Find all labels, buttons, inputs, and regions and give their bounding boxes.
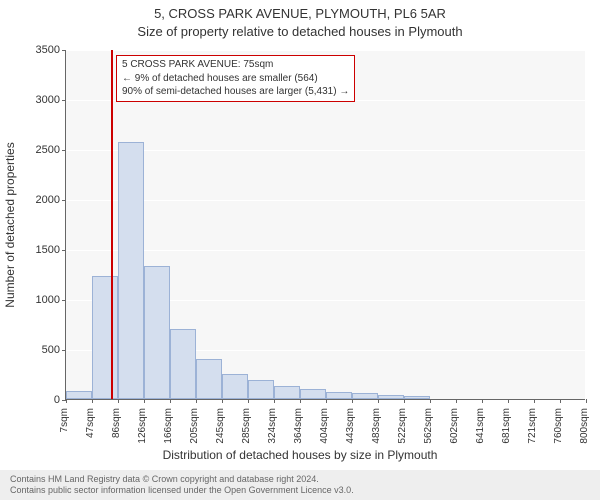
histogram-bar [248,380,274,399]
histogram-bar [378,395,404,399]
ytick-label: 1000 [10,294,60,306]
x-axis-label: Distribution of detached houses by size … [0,448,600,462]
footer-attribution: Contains HM Land Registry data © Crown c… [10,474,354,497]
ytick-mark [62,200,66,201]
xtick-mark [404,399,405,403]
histogram-bar [300,389,326,399]
histogram-bar [352,393,378,399]
xtick-mark [118,399,119,403]
xtick-mark [508,399,509,403]
histogram-bar [196,359,222,399]
ytick-label: 0 [10,394,60,406]
ytick-mark [62,350,66,351]
histogram-bar [66,391,92,399]
xtick-mark [92,399,93,403]
chart-title-line2: Size of property relative to detached ho… [0,24,600,39]
histogram-bar [118,142,144,399]
xtick-mark [534,399,535,403]
annotation-line1: 5 CROSS PARK AVENUE: 75sqm [122,58,349,72]
xtick-mark [170,399,171,403]
ytick-label: 500 [10,344,60,356]
histogram-bar [326,392,352,399]
annotation-line2: ← 9% of detached houses are smaller (564… [122,72,349,86]
xtick-mark [482,399,483,403]
histogram-bar [170,329,196,399]
histogram-bar [92,276,118,399]
xtick-mark [326,399,327,403]
ytick-mark [62,300,66,301]
histogram-bar [144,266,170,399]
ytick-label: 3500 [10,44,60,56]
xtick-mark [144,399,145,403]
chart-title-line1: 5, CROSS PARK AVENUE, PLYMOUTH, PL6 5AR [0,6,600,21]
xtick-mark [456,399,457,403]
property-marker-line [111,50,113,399]
xtick-mark [66,399,67,403]
xtick-mark [248,399,249,403]
xtick-mark [222,399,223,403]
y-axis-label: Number of detached properties [3,142,17,307]
histogram-bar [274,386,300,399]
gridline [66,50,585,51]
xtick-mark [352,399,353,403]
ytick-mark [62,250,66,251]
plot-area: 5 CROSS PARK AVENUE: 75sqm ← 9% of detac… [65,50,585,400]
ytick-label: 3000 [10,94,60,106]
ytick-label: 2500 [10,144,60,156]
ytick-mark [62,100,66,101]
footer-line2: Contains public sector information licen… [10,485,354,496]
ytick-mark [62,150,66,151]
xtick-mark [300,399,301,403]
ytick-label: 2000 [10,194,60,206]
xtick-mark [430,399,431,403]
histogram-chart: 5, CROSS PARK AVENUE, PLYMOUTH, PL6 5AR … [0,0,600,500]
xtick-mark [560,399,561,403]
ytick-mark [62,50,66,51]
xtick-mark [586,399,587,403]
footer-line1: Contains HM Land Registry data © Crown c… [10,474,354,485]
annotation-line3: 90% of semi-detached houses are larger (… [122,85,349,99]
histogram-bar [222,374,248,399]
marker-annotation: 5 CROSS PARK AVENUE: 75sqm ← 9% of detac… [116,55,355,102]
xtick-mark [378,399,379,403]
ytick-label: 1500 [10,244,60,256]
histogram-bar [404,396,430,399]
xtick-mark [196,399,197,403]
xtick-mark [274,399,275,403]
